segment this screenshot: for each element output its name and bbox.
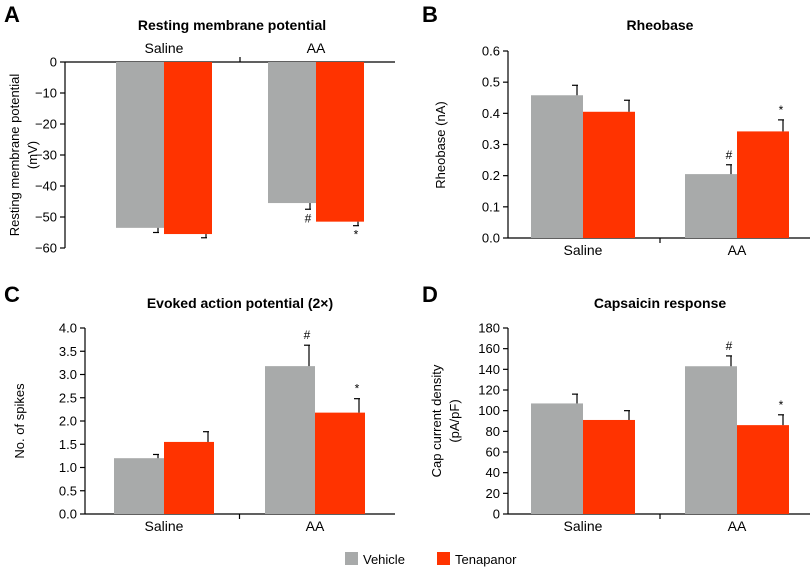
y-tick-label: 20 bbox=[486, 486, 500, 501]
chart-title: Resting membrane potential bbox=[138, 17, 326, 33]
y-tick-label: −30 bbox=[35, 148, 57, 163]
panel-letter: C bbox=[4, 282, 20, 307]
bar-tenapanor bbox=[737, 131, 789, 238]
y-tick-label: 1.5 bbox=[59, 437, 77, 452]
y-tick-label: 0.0 bbox=[59, 507, 77, 522]
significance-hash: # bbox=[726, 339, 733, 353]
category-label: AA bbox=[728, 518, 747, 534]
y-tick-label: 180 bbox=[478, 321, 500, 336]
y-tick-label: 2.0 bbox=[59, 414, 77, 429]
y-tick-label: 160 bbox=[478, 341, 500, 356]
category-label: AA bbox=[728, 242, 747, 258]
y-tick-label: 3.0 bbox=[59, 367, 77, 382]
y-tick-label: 0 bbox=[493, 507, 500, 522]
category-label: Saline bbox=[145, 40, 184, 56]
chart-title: Capsaicin response bbox=[594, 295, 726, 311]
y-tick-label: 2.5 bbox=[59, 390, 77, 405]
y-axis-label: (mV) bbox=[25, 141, 40, 169]
chart-title: Rheobase bbox=[627, 17, 694, 33]
y-tick-label: 3.5 bbox=[59, 344, 77, 359]
y-axis-label: (pA/pF) bbox=[447, 399, 462, 442]
significance-star: * bbox=[779, 398, 784, 412]
y-tick-label: 0.3 bbox=[482, 137, 500, 152]
bar-vehicle bbox=[685, 366, 737, 514]
bar-tenapanor bbox=[164, 62, 212, 235]
bar-vehicle bbox=[116, 62, 164, 228]
legend-swatch-vehicle bbox=[345, 552, 358, 565]
legend: Vehicle Tenapanor bbox=[345, 552, 517, 567]
bar-tenapanor bbox=[164, 441, 214, 514]
panel-d: D Capsaicin response Cap current density (p… bbox=[422, 282, 810, 534]
bar-tenapanor bbox=[737, 425, 789, 514]
bar-tenapanor bbox=[316, 62, 364, 222]
bar-vehicle bbox=[685, 174, 737, 238]
significance-star: * bbox=[779, 103, 784, 117]
y-tick-label: 0 bbox=[50, 55, 57, 70]
category-label: AA bbox=[306, 518, 325, 534]
significance-hash: # bbox=[304, 328, 311, 342]
y-tick-label: 140 bbox=[478, 362, 500, 377]
panel-letter: B bbox=[422, 2, 438, 27]
bar-vehicle bbox=[531, 403, 583, 514]
y-axis-label: Resting membrane potential bbox=[7, 74, 22, 237]
panel-b: B Rheobase Rheobase (nA) 0.0 0.1 0.2 0.3 0.4 0.5… bbox=[422, 2, 810, 258]
y-tick-label: 0.0 bbox=[482, 231, 500, 246]
category-label: Saline bbox=[564, 242, 603, 258]
panel-letter: A bbox=[4, 2, 20, 27]
chart-title: Evoked action potential (2×) bbox=[147, 295, 333, 311]
legend-swatch-tenapanor bbox=[437, 552, 450, 565]
y-axis-label: Cap current density bbox=[429, 364, 444, 477]
bar-tenapanor bbox=[583, 111, 635, 238]
y-tick-label: −20 bbox=[35, 117, 57, 132]
legend-label-tenapanor: Tenapanor bbox=[455, 552, 517, 567]
y-tick-label: 100 bbox=[478, 403, 500, 418]
significance-star: * bbox=[355, 382, 360, 396]
panel-a: A Resting membrane potential Resting membr… bbox=[4, 2, 395, 256]
y-tick-label: 0.4 bbox=[482, 106, 500, 121]
y-tick-label: 0.5 bbox=[59, 483, 77, 498]
y-tick-label: −60 bbox=[35, 241, 57, 256]
y-tick-label: 0.6 bbox=[482, 44, 500, 59]
category-label: Saline bbox=[564, 518, 603, 534]
significance-hash: # bbox=[726, 148, 733, 162]
y-tick-label: 0.2 bbox=[482, 168, 500, 183]
bar-tenapanor bbox=[583, 419, 635, 514]
category-label: Saline bbox=[145, 518, 184, 534]
y-tick-label: −10 bbox=[35, 86, 57, 101]
bar-tenapanor bbox=[315, 412, 365, 514]
y-axis-label: Rheobase (nA) bbox=[433, 101, 448, 188]
y-tick-label: 40 bbox=[486, 465, 500, 480]
panel-letter: D bbox=[422, 282, 438, 307]
y-tick-label: 120 bbox=[478, 383, 500, 398]
y-tick-label: 4.0 bbox=[59, 321, 77, 336]
y-tick-label: 0.1 bbox=[482, 199, 500, 214]
y-tick-label: 60 bbox=[486, 445, 500, 460]
legend-label-vehicle: Vehicle bbox=[363, 552, 405, 567]
y-tick-label: 0.5 bbox=[482, 75, 500, 90]
y-axis-label: No. of spikes bbox=[12, 383, 27, 459]
y-tick-label: −40 bbox=[35, 179, 57, 194]
category-label: AA bbox=[307, 40, 326, 56]
significance-hash: # bbox=[305, 211, 312, 225]
y-tick-label: 80 bbox=[486, 424, 500, 439]
bar-vehicle bbox=[531, 95, 583, 238]
bar-vehicle bbox=[265, 366, 315, 514]
bar-vehicle bbox=[268, 62, 316, 204]
y-tick-label: −50 bbox=[35, 210, 57, 225]
bar-vehicle bbox=[114, 458, 164, 514]
y-tick-label: 1.0 bbox=[59, 460, 77, 475]
significance-star: * bbox=[354, 228, 359, 242]
panel-c: C Evoked action potential (2×) No. of spik… bbox=[4, 282, 395, 534]
